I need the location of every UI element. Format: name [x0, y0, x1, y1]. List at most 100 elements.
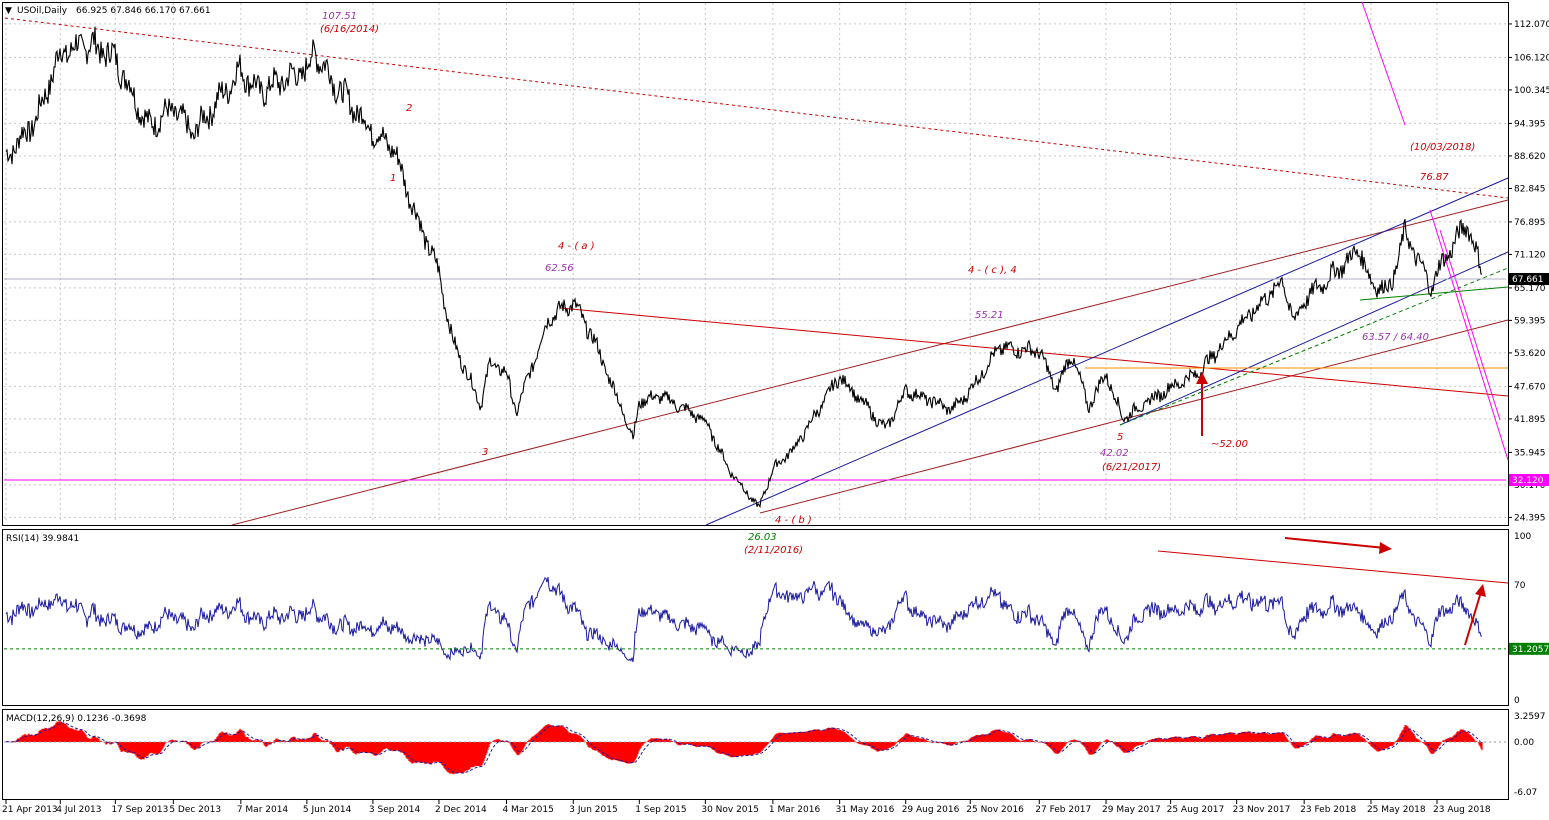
macd-panel[interactable]	[2, 709, 1509, 800]
collapse-icon[interactable]: ▼	[5, 6, 12, 16]
y-tick-label: 106.120	[1514, 53, 1549, 63]
x-tick-label: 25 May 2018	[1367, 805, 1426, 815]
x-tick-label: 17 Sep 2013	[111, 805, 168, 815]
annotation-a10: 4 - ( b )	[775, 515, 812, 526]
y-tick-label: 94.395	[1514, 119, 1546, 129]
price-layer	[5, 26, 1483, 509]
up-arrow-52-head	[1196, 372, 1208, 384]
rsi-divergence-line	[1157, 550, 1509, 584]
rsi-tick-label: 70	[1514, 581, 1526, 591]
blue-channel-lower	[1119, 251, 1509, 426]
x-tick-label: 1 Mar 2016	[769, 805, 821, 815]
y-tick-label: 100.345	[1514, 86, 1549, 96]
y-tick-label: 59.395	[1514, 316, 1546, 326]
y-tick-label: 47.670	[1514, 382, 1546, 392]
x-tick-label: 23 Aug 2018	[1433, 805, 1491, 815]
blue-channel-upper	[705, 177, 1509, 526]
x-tick-label: 25 Aug 2017	[1167, 805, 1225, 815]
magenta-steep-line	[1361, 1, 1406, 126]
y-tick-label: 112.070	[1514, 20, 1549, 30]
annotation-a13: 5	[1117, 432, 1123, 443]
x-tick-label: 29 May 2017	[1102, 805, 1161, 815]
support-price-label-box	[1509, 474, 1549, 486]
x-tick-label: 3 Jun 2015	[569, 805, 617, 815]
x-tick-label: 2 Dec 2014	[435, 805, 487, 815]
current-price-label: 67.661	[1512, 275, 1544, 285]
rsi-line	[5, 577, 1483, 663]
x-tick-label: 5 Dec 2013	[169, 805, 221, 815]
y-tick-label: 53.620	[1514, 349, 1546, 359]
rsi-title: RSI(14) 39.9841	[6, 534, 79, 544]
x-tick-label: 1 Sep 2015	[635, 805, 686, 815]
y-tick-label: 41.895	[1514, 415, 1546, 425]
price-panel[interactable]	[2, 2, 1509, 526]
current-price-label-box	[1509, 273, 1549, 285]
annotation-a9: 55.21	[975, 310, 1004, 321]
annotation-a11: 26.03	[748, 532, 777, 543]
annotation-a14: 42.02	[1100, 448, 1129, 459]
macd-tick-label: 0.00	[1514, 738, 1534, 748]
annotation-a3: 2	[406, 103, 412, 114]
rsi-level-label-box	[1509, 642, 1549, 655]
x-tick-label: 31 May 2016	[836, 805, 895, 815]
annotation-a17: 63.57 / 64.40	[1362, 332, 1429, 343]
y-tick-label: 71.120	[1514, 250, 1546, 260]
annotation-a7: 62.56	[545, 263, 574, 274]
x-tick-label: 30 Nov 2015	[701, 805, 759, 815]
annotation-a1: 107.51	[322, 11, 357, 22]
y-tick-label: 35.945	[1514, 448, 1546, 458]
x-tick-label: 5 Jun 2014	[303, 805, 352, 815]
macd-tick-label: 3.2597	[1514, 712, 1546, 722]
y-tick-label: 88.620	[1514, 152, 1546, 162]
annotation-a12: (2/11/2016)	[744, 545, 803, 556]
annotation-a19: (10/03/2018)	[1410, 142, 1475, 153]
y-tick-label: 24.395	[1514, 513, 1546, 523]
x-tick-label: 3 Sep 2014	[369, 805, 421, 815]
magenta-drop-line-2	[1439, 229, 1501, 421]
macd-signal-line	[5, 722, 1483, 774]
x-tick-label: 25 Nov 2016	[966, 805, 1024, 815]
rsi-up-arrow-head	[1475, 584, 1486, 597]
annotations: 107.51 (6/16/2014) 2 1 3 4 - ( a ) 62.56 4 - ( …	[320, 11, 1486, 646]
annotation-a8: 4 - ( c ), 4	[968, 265, 1017, 276]
x-tick-label: 21 Apr 2013	[2, 805, 58, 815]
rsi-down-arrow-head	[1379, 542, 1392, 554]
macd-title: MACD(12,26,9) 0.1236 -0.3698	[6, 714, 147, 724]
x-tick-label: 29 Aug 2016	[902, 805, 960, 815]
price-line	[5, 26, 1483, 509]
x-tick-label: 27 Feb 2017	[1035, 805, 1091, 815]
grid	[4, 3, 1506, 523]
annotation-a18: 76.87	[1420, 172, 1449, 183]
chart-symbol: USOil,Daily	[17, 6, 68, 16]
x-tick-label: 4 Jul 2013	[56, 805, 101, 815]
annotation-a16: ~52.00	[1211, 439, 1248, 450]
green-solid-line	[1359, 286, 1509, 301]
magenta-drop-line-1	[1429, 209, 1509, 461]
chart-ohlc: 66.925 67.846 66.170 67.661	[76, 6, 211, 16]
rsi-layer	[4, 550, 1509, 663]
x-tick-label: 23 Feb 2018	[1300, 805, 1356, 815]
x-tick-label: 4 Mar 2015	[502, 805, 553, 815]
y-tick-label: 76.895	[1514, 218, 1546, 228]
annotation-a5: 3	[482, 447, 488, 458]
y-tick-label: 82.845	[1514, 184, 1546, 194]
rsi-tick-label: 100	[1514, 532, 1531, 542]
rsi-level-label: 31.2057	[1512, 645, 1549, 655]
support-price-label: 32.120	[1512, 476, 1544, 486]
rsi-up-arrow	[1464, 591, 1482, 646]
x-tick-label: 7 Mar 2014	[237, 805, 289, 815]
annotation-a4: 1	[390, 173, 396, 184]
annotation-a6: 4 - ( a )	[558, 241, 595, 252]
annotation-a2: (6/16/2014)	[320, 24, 379, 35]
upper-red-channel	[231, 199, 1509, 526]
y-axis: 112.070 106.120 100.345 94.395 88.620 82.845 7…	[1508, 20, 1549, 798]
y-tick-label: 65.170	[1514, 284, 1546, 294]
x-tick-label: 23 Nov 2017	[1233, 805, 1291, 815]
rsi-tick-label: 0	[1514, 696, 1520, 706]
red-dotted-resistance	[4, 17, 1509, 199]
lower-red-channel	[759, 319, 1509, 514]
macd-tick-label: -6.07	[1514, 788, 1537, 798]
macd-layer	[4, 720, 1506, 775]
